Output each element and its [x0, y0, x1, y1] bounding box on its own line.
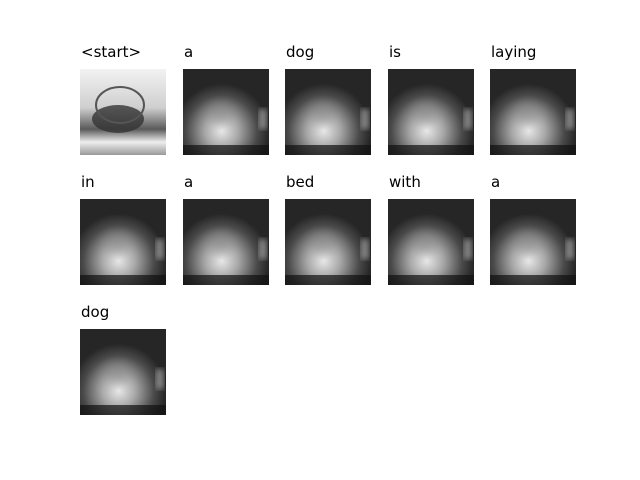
- image-detail: [183, 275, 269, 285]
- image-detail: [490, 145, 576, 155]
- panel: with: [388, 173, 474, 285]
- attention-image: [388, 69, 474, 155]
- word-label: is: [389, 43, 401, 61]
- word-label: laying: [491, 43, 536, 61]
- attention-image: [285, 199, 371, 285]
- image-detail: [285, 275, 371, 285]
- image-detail: [490, 275, 576, 285]
- image-detail: [80, 405, 166, 415]
- image-detail: [285, 145, 371, 155]
- word-label: dog: [81, 303, 109, 321]
- attention-image: [80, 329, 166, 415]
- image-detail: [259, 109, 267, 129]
- panel: a: [183, 43, 269, 155]
- image-detail: [502, 89, 558, 133]
- image-detail: [92, 105, 144, 133]
- word-label: with: [389, 173, 421, 191]
- word-label: <start>: [81, 43, 141, 61]
- panel: is: [388, 43, 474, 155]
- image-detail: [400, 89, 456, 133]
- image-detail: [361, 109, 369, 129]
- image-detail: [388, 275, 474, 285]
- panel: bed: [285, 173, 371, 285]
- word-label: a: [491, 173, 500, 191]
- image-detail: [566, 109, 574, 129]
- panel: dog: [285, 43, 371, 155]
- attention-image: [490, 69, 576, 155]
- image-detail: [195, 89, 251, 133]
- image-detail: [388, 145, 474, 155]
- panel: laying: [490, 43, 576, 155]
- image-detail: [92, 219, 148, 263]
- panel: a: [183, 173, 269, 285]
- word-label: bed: [286, 173, 314, 191]
- image-detail: [566, 239, 574, 259]
- image-detail: [297, 89, 353, 133]
- panel: a: [490, 173, 576, 285]
- image-detail: [400, 219, 456, 263]
- image-detail: [259, 239, 267, 259]
- attention-image: [388, 199, 474, 285]
- image-detail: [502, 219, 558, 263]
- panel: dog: [80, 303, 166, 415]
- panel: in: [80, 173, 166, 285]
- image-detail: [156, 369, 164, 389]
- attention-image: [490, 199, 576, 285]
- word-label: a: [184, 43, 193, 61]
- panel: <start>: [80, 43, 166, 155]
- attention-image: [183, 69, 269, 155]
- image-detail: [80, 275, 166, 285]
- attention-image: [80, 69, 166, 155]
- word-label: a: [184, 173, 193, 191]
- image-detail: [156, 239, 164, 259]
- attention-image: [183, 199, 269, 285]
- image-detail: [183, 145, 269, 155]
- image-detail: [95, 86, 145, 124]
- image-detail: [361, 239, 369, 259]
- word-label: in: [81, 173, 95, 191]
- image-detail: [464, 239, 472, 259]
- image-detail: [464, 109, 472, 129]
- attention-image: [80, 199, 166, 285]
- image-detail: [195, 219, 251, 263]
- image-detail: [297, 219, 353, 263]
- word-label: dog: [286, 43, 314, 61]
- image-detail: [92, 349, 148, 393]
- attention-image: [285, 69, 371, 155]
